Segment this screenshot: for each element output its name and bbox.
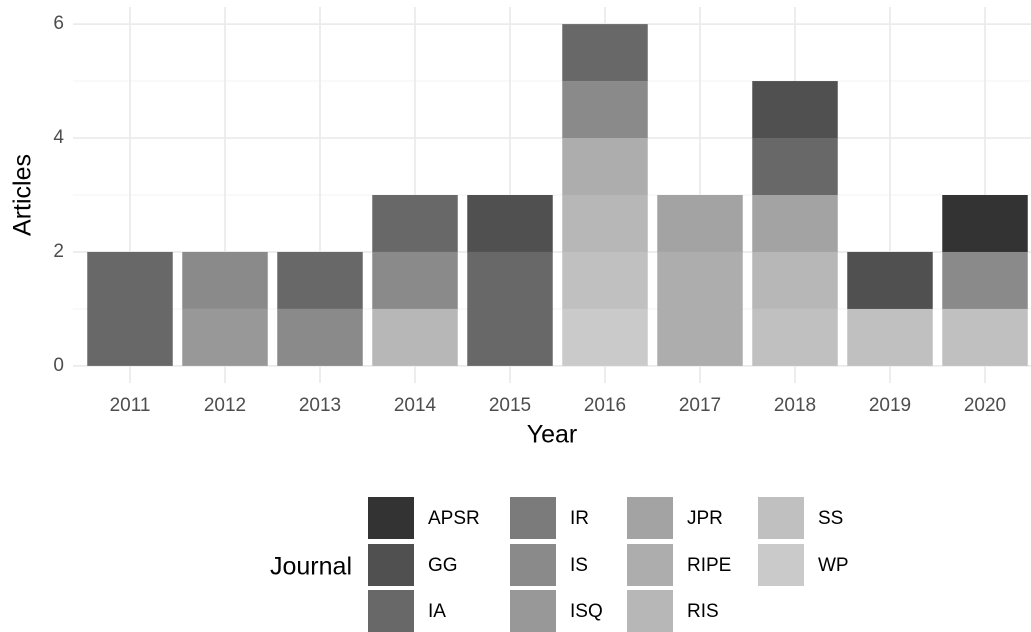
x-tick-label: 2020 bbox=[964, 395, 1006, 416]
bar-segment bbox=[372, 195, 458, 252]
legend-key bbox=[758, 544, 804, 586]
bar-segment bbox=[562, 81, 648, 139]
legend-key bbox=[627, 590, 673, 632]
y-axis-title: Articles bbox=[9, 154, 37, 236]
x-tick-label: 2018 bbox=[774, 395, 816, 416]
x-axis-title: Year bbox=[527, 421, 578, 449]
legend-key bbox=[627, 544, 673, 586]
x-tick-label: 2017 bbox=[679, 395, 721, 416]
bar-segment bbox=[657, 251, 743, 366]
bar-segment bbox=[87, 251, 173, 366]
bar-segment bbox=[182, 308, 268, 366]
legend-label: JPR bbox=[687, 508, 723, 529]
legend-key bbox=[368, 544, 414, 586]
bar-segment bbox=[847, 308, 933, 366]
x-tick-label: 2019 bbox=[869, 395, 911, 416]
bar-segment bbox=[277, 308, 363, 366]
bar-segment bbox=[942, 195, 1028, 252]
legend-label: SS bbox=[818, 508, 843, 529]
x-tick-label: 2012 bbox=[204, 395, 246, 416]
legend-label: APSR bbox=[428, 508, 480, 529]
legend-label: ISQ bbox=[570, 601, 603, 622]
legend-label: IR bbox=[570, 508, 589, 529]
legend-key bbox=[510, 544, 556, 586]
bar-segment bbox=[562, 24, 648, 82]
x-tick-label: 2015 bbox=[489, 395, 531, 416]
bar-segment bbox=[562, 251, 648, 309]
legend-label: RIPE bbox=[687, 555, 731, 576]
x-tick-label: 2016 bbox=[584, 395, 626, 416]
bar-segment bbox=[942, 251, 1028, 309]
legend-title: Journal bbox=[270, 553, 352, 581]
bar-segment bbox=[562, 138, 648, 195]
bar-segment bbox=[847, 251, 933, 309]
bar-segment bbox=[942, 308, 1028, 366]
bar-segment bbox=[277, 251, 363, 309]
bar-segment bbox=[467, 251, 553, 366]
bar-segment bbox=[562, 195, 648, 252]
bar-segment bbox=[752, 195, 838, 252]
y-tick-label: 2 bbox=[53, 241, 64, 262]
bar-segment bbox=[752, 138, 838, 195]
bar-segment bbox=[657, 195, 743, 252]
x-tick-label: 2013 bbox=[299, 395, 341, 416]
legend-label: IA bbox=[428, 601, 446, 622]
bar-segment bbox=[752, 81, 838, 139]
legend-key bbox=[368, 590, 414, 632]
x-tick-label: 2014 bbox=[394, 395, 437, 416]
bar-segment bbox=[372, 251, 458, 309]
legend-key bbox=[510, 590, 556, 632]
y-tick-label: 4 bbox=[53, 127, 64, 148]
legend-label: IS bbox=[570, 555, 588, 576]
legend-label: WP bbox=[818, 555, 849, 576]
bar-segment bbox=[467, 195, 553, 252]
y-tick-label: 0 bbox=[53, 355, 64, 376]
legend-key bbox=[758, 497, 804, 539]
legend-key bbox=[627, 497, 673, 539]
legend-label: GG bbox=[428, 555, 458, 576]
bar-segment bbox=[752, 251, 838, 309]
x-tick-label: 2011 bbox=[110, 395, 151, 416]
legend-label: RIS bbox=[687, 601, 719, 622]
bar-segment bbox=[372, 308, 458, 366]
bar-segment bbox=[752, 308, 838, 366]
legend-key bbox=[510, 497, 556, 539]
legend-key bbox=[368, 497, 414, 539]
y-tick-label: 6 bbox=[53, 13, 64, 34]
bar-segment bbox=[182, 251, 268, 309]
bar-segment bbox=[562, 308, 648, 366]
